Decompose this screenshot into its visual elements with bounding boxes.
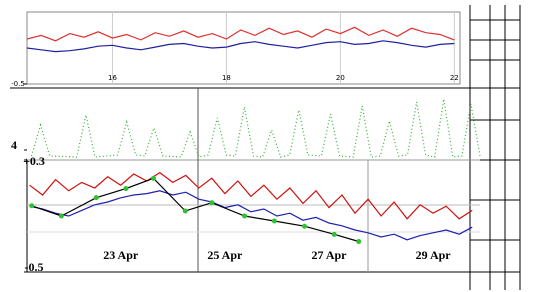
marker xyxy=(242,213,248,219)
marker xyxy=(209,200,215,206)
marker xyxy=(302,223,308,229)
panel-frames xyxy=(10,11,480,273)
marker xyxy=(29,203,35,209)
marker xyxy=(182,208,188,214)
x-tick-label: 25 Apr xyxy=(207,248,243,262)
x-tick-label: 16 xyxy=(108,74,117,82)
marker xyxy=(331,231,337,237)
x-tick-label: 23 Apr xyxy=(103,248,139,262)
marker xyxy=(271,218,277,224)
marker xyxy=(151,175,157,181)
series-line xyxy=(26,26,455,42)
y-tick-label: 4 xyxy=(11,138,17,152)
marker xyxy=(58,213,64,219)
series-line xyxy=(31,177,359,243)
x-tick-label: 29 Apr xyxy=(416,248,452,262)
marker xyxy=(356,238,362,244)
y-tick-label: -0.5 xyxy=(11,80,25,88)
y-tick-label: -0.5 xyxy=(25,260,44,274)
series-line xyxy=(26,40,455,53)
marker xyxy=(123,186,129,192)
x-tick-label: 20 xyxy=(336,74,345,82)
y-tick-label: +0.3 xyxy=(23,154,45,168)
series-line xyxy=(29,190,473,241)
side-table xyxy=(469,5,521,290)
marker xyxy=(93,195,99,201)
series-line xyxy=(29,171,473,220)
x-tick-label: 22 xyxy=(450,74,459,82)
x-tick-label: 18 xyxy=(222,74,231,82)
x-tick-label: 27 Apr xyxy=(311,248,347,262)
